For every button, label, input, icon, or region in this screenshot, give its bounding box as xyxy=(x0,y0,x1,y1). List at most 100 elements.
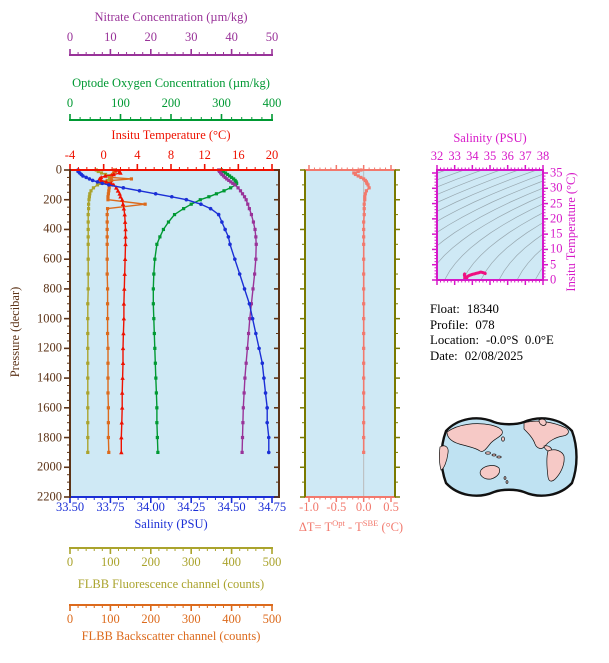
info-value: 02/08/2025 xyxy=(464,348,524,363)
ts-curve xyxy=(462,270,487,280)
tick-label: 1600 xyxy=(37,400,62,415)
tick-label: 33.50 xyxy=(55,500,85,514)
tick-label: 500 xyxy=(262,555,282,569)
delta-t-axis-title: ΔT= TOpt - TSBE (°C) xyxy=(294,516,408,534)
tick-label: 200 xyxy=(161,96,181,110)
info-value: 18340 xyxy=(466,302,499,316)
tick-label: 100 xyxy=(101,612,120,626)
tick-label: 400 xyxy=(222,555,241,569)
tick-label: 300 xyxy=(181,555,201,569)
info-value: -0.0°S 0.0°E xyxy=(486,333,554,347)
tick-label: 50 xyxy=(265,30,279,44)
tick-label: 0 xyxy=(66,612,74,626)
info-value: 078 xyxy=(475,317,495,332)
tick-label: 20 xyxy=(144,30,158,44)
tick-label: 8 xyxy=(167,148,175,162)
tick-label: 4 xyxy=(134,148,141,162)
delta-title-mid: - T xyxy=(344,520,363,535)
tick-label: 300 xyxy=(181,612,201,626)
tick-label: 16 xyxy=(232,148,245,162)
info-line: Location: -0.0°S 0.0°E xyxy=(430,333,554,349)
map-land xyxy=(438,418,569,484)
info-label: Location: xyxy=(430,333,480,347)
tick-label: 34.50 xyxy=(217,500,246,514)
tick-label: 40 xyxy=(225,30,238,44)
info-label: Profile: xyxy=(430,317,469,332)
tick-label: 5 xyxy=(550,257,557,272)
float-info-block: Float: 18340 Profile: 078 Location: -0.0°S 0.… xyxy=(430,302,554,364)
tick-label: 34.00 xyxy=(136,500,165,514)
tick-label: 2000 xyxy=(37,459,62,474)
backscatter-axis-title: FLBB Backscatter channel (counts) xyxy=(81,629,261,643)
pressure-axis-title: Pressure (decibar) xyxy=(8,286,22,378)
tick-label: 30 xyxy=(184,30,198,44)
tick-label: 33.75 xyxy=(96,500,125,514)
tick-label: 300 xyxy=(212,96,231,110)
tick-label: 500 xyxy=(262,612,282,626)
tick-label: 100 xyxy=(101,555,120,569)
tick-label: 1800 xyxy=(37,430,62,445)
tick-label: 34.75 xyxy=(257,500,287,514)
profile-series xyxy=(76,167,371,455)
tick-label: 800 xyxy=(43,281,62,296)
tick-label: 25 xyxy=(550,196,563,211)
tick-label: 200 xyxy=(141,612,161,626)
delta-title-prefix: ΔT= T xyxy=(298,520,333,535)
tick-label: 600 xyxy=(43,251,62,266)
oxygen-axis-title: Optode Oxygen Concentration (µm/kg) xyxy=(72,76,270,90)
delta-title-sup-sbe: SBE xyxy=(362,518,379,528)
tick-label: 34.25 xyxy=(177,500,206,514)
tick-label: 20 xyxy=(265,148,279,162)
tick-label: 0 xyxy=(100,148,107,162)
tick-label: 20 xyxy=(550,211,563,226)
tick-label: 34 xyxy=(466,149,479,163)
tick-label: 0 xyxy=(66,30,74,44)
tick-label: 400 xyxy=(222,612,241,626)
delta-title-suffix: (°C) xyxy=(378,520,404,535)
tick-label: -1.0 xyxy=(299,500,319,514)
tick-label: 10 xyxy=(104,30,117,44)
tick-label: 0 xyxy=(550,272,557,287)
tick-label: 35 xyxy=(550,165,563,180)
nitrate-axis-title: Nitrate Concentration (µm/kg) xyxy=(94,10,248,24)
tick-label: 15 xyxy=(550,226,563,241)
info-label: Float: xyxy=(430,302,460,316)
temperature-axis-title: Insitu Temperature (°C) xyxy=(111,128,231,142)
tick-label: 0 xyxy=(66,96,74,110)
tick-label: 1000 xyxy=(37,311,62,326)
tick-label: 400 xyxy=(43,221,62,236)
info-label: Date: xyxy=(430,348,458,363)
delta-title-sup-opt: Opt xyxy=(332,518,345,528)
tick-label: 12 xyxy=(198,148,211,162)
tick-label: 100 xyxy=(111,96,130,110)
tick-label: 36 xyxy=(501,149,514,163)
tick-label: 0.0 xyxy=(355,500,372,514)
salinity-axis-title: Salinity (PSU) xyxy=(134,517,208,531)
tick-label: 33 xyxy=(448,149,461,163)
tick-label: 35 xyxy=(483,149,497,163)
tick-label: 2200 xyxy=(37,489,62,504)
tick-label: 0 xyxy=(55,162,62,177)
tick-label: 10 xyxy=(550,241,563,256)
ts-temperature-axis-title: Insitu Temperature (°C) xyxy=(564,172,578,292)
info-line: Profile: 078 xyxy=(430,318,554,334)
tick-label: 1200 xyxy=(37,340,62,355)
tick-label: 400 xyxy=(262,96,282,110)
tick-label: 200 xyxy=(141,555,161,569)
tick-label: 32 xyxy=(430,149,444,163)
tick-label: 30 xyxy=(550,180,563,195)
tick-label: -4 xyxy=(64,148,76,162)
info-line: Date: 02/08/2025 xyxy=(430,349,554,365)
fluorescence-axis-title: FLBB Fluorescence channel (counts) xyxy=(77,577,265,591)
tick-label: 37 xyxy=(519,149,532,163)
tick-label: 0 xyxy=(66,555,74,569)
world-map xyxy=(438,417,578,497)
info-line: Float: 18340 xyxy=(430,302,554,318)
tick-label: 38 xyxy=(536,149,550,163)
tick-label: 200 xyxy=(43,192,62,207)
tick-label: -0.5 xyxy=(326,500,347,514)
ts-salinity-axis-title: Salinity (PSU) xyxy=(453,131,527,145)
tick-label: 1400 xyxy=(37,370,62,385)
